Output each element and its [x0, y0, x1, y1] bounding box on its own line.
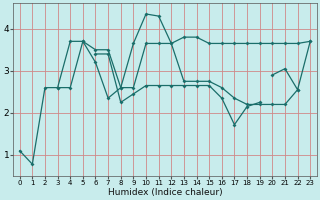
X-axis label: Humidex (Indice chaleur): Humidex (Indice chaleur) — [108, 188, 222, 197]
